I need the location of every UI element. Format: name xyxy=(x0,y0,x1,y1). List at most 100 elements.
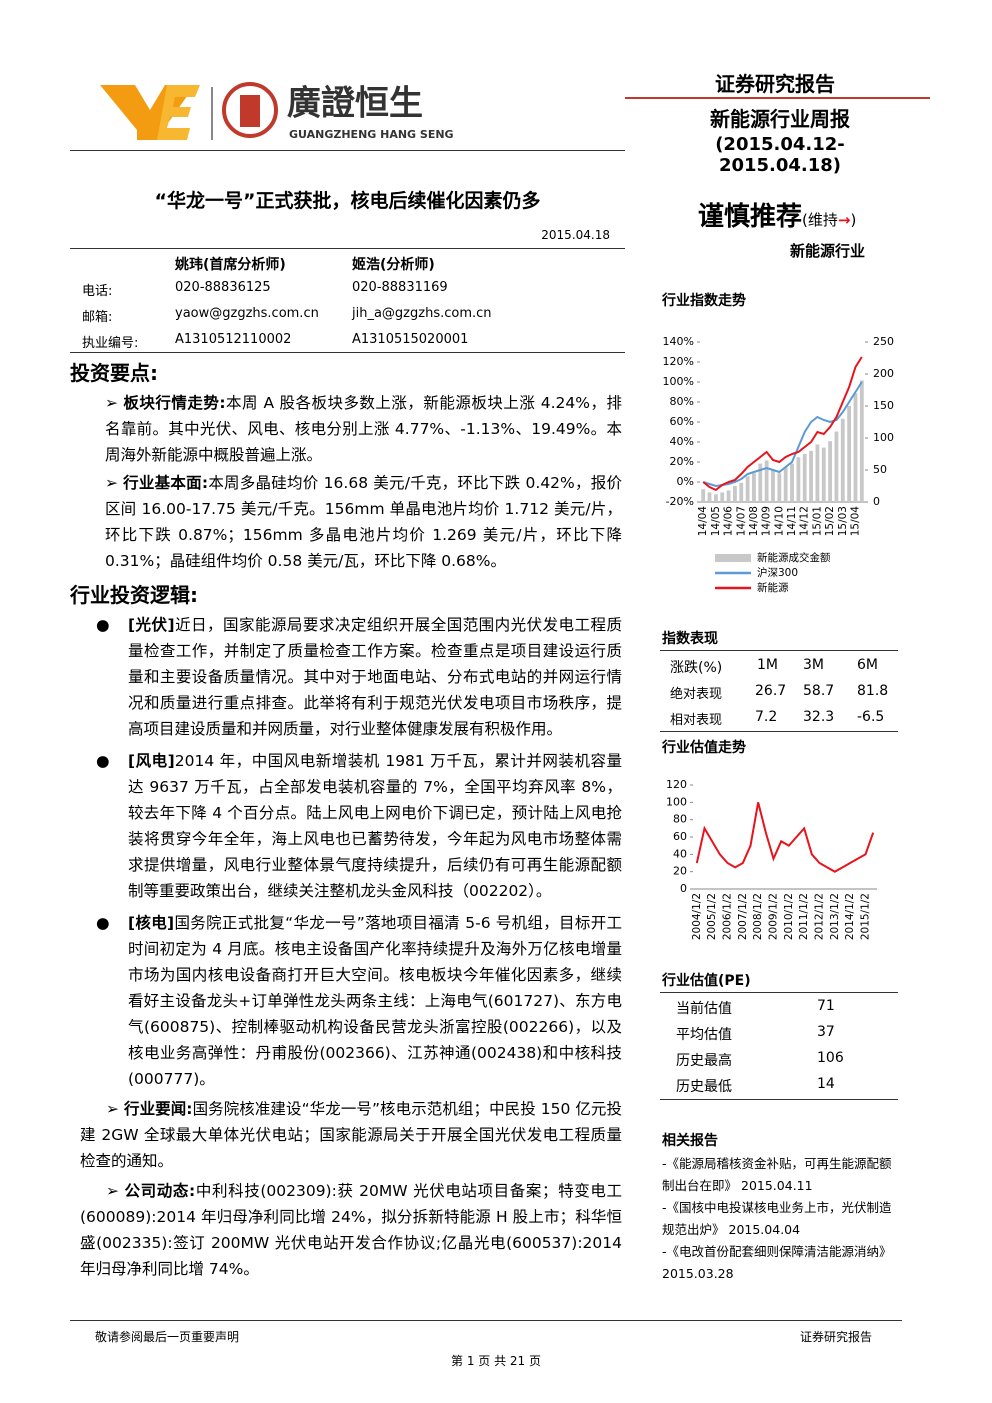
bar xyxy=(834,431,839,502)
y-tick-label: 60 xyxy=(673,830,687,843)
sector: 新能源行业 xyxy=(790,242,866,260)
related-title: 相关报告 xyxy=(662,1133,718,1149)
cell: 7.2 xyxy=(755,709,778,725)
cell: 020-88831169 xyxy=(352,280,448,295)
cell: 106 xyxy=(817,1050,844,1066)
related-text: -《电改首份配套细则保障清洁能源消纳》 xyxy=(662,1244,892,1259)
y-tick-label: 0% xyxy=(677,475,694,488)
bar xyxy=(853,393,858,502)
bar xyxy=(726,490,731,502)
cell: 81.8 xyxy=(857,683,889,699)
bar xyxy=(809,450,813,502)
report-type: 证券研究报告 xyxy=(715,72,835,96)
y-tick-label: 120% xyxy=(663,355,694,368)
x-tick-label: 14/12 xyxy=(799,506,811,536)
related-item: -《电改首份配套细则保障清洁能源消纳》 2015.03.28 xyxy=(662,1241,894,1285)
cell: A1310512110002 xyxy=(175,332,292,347)
bar xyxy=(828,441,832,502)
rule xyxy=(70,1320,902,1321)
point-text: 本周多晶硅均价 16.68 美元/千克，环比下跌 0.42%，报价区间 16.0… xyxy=(105,474,622,570)
cell: 14 xyxy=(817,1076,835,1092)
legend-label: 沪深300 xyxy=(757,566,798,579)
report-name: 新能源行业周报 xyxy=(710,107,850,131)
logo-emblem xyxy=(240,95,260,127)
chart-title: 行业指数走势 xyxy=(662,293,746,309)
y2-tick-label: 0 xyxy=(873,495,880,508)
logic-text: 2014 年，中国风电新增装机 1981 万千瓦，累计并网装机容量达 9637 … xyxy=(128,752,622,900)
bar xyxy=(733,486,737,502)
x-tick-label: 2015/1/2 xyxy=(860,893,872,940)
x-tick-label: 14/09 xyxy=(761,506,773,536)
x-tick-label: 2014/1/2 xyxy=(844,893,856,940)
footer-left: 敬请参阅最后一页重要声明 xyxy=(95,1330,240,1344)
x-tick-label: 2008/1/2 xyxy=(752,893,764,940)
cell: A1310515020001 xyxy=(352,332,469,347)
extra-lead: 公司动态: xyxy=(124,1182,196,1200)
bar xyxy=(764,460,769,502)
x-tick-label: 2005/1/2 xyxy=(706,893,718,940)
extra-text: 国务院核准建设“华龙一号”核电示范机组；中民投 150 亿元投建 2GW 全球最… xyxy=(80,1100,623,1170)
point: ➢ 板块行情走势:本周 A 股各板块多数上涨，新能源板块上涨 4.24%，排名靠… xyxy=(105,394,622,464)
cell: jih_a@gzgzhs.com.cn xyxy=(352,306,492,321)
y2-tick-label: 100 xyxy=(873,431,894,444)
extra-text: 中利科技(002309):获 20MW 光伏电站项目备案；特变电工(600089… xyxy=(80,1182,623,1278)
section-heading: 投资要点: xyxy=(70,361,158,385)
bar xyxy=(758,463,763,502)
y-tick-label: 100 xyxy=(666,795,687,808)
logo: 廣證恒生 GUANGZHENG HANG SENG xyxy=(100,82,454,141)
legend-label: 新能源成交金额 xyxy=(757,551,831,564)
x-tick-label: 2010/1/2 xyxy=(783,893,795,940)
point: ➢ 行业基本面:本周多晶硅均价 16.68 美元/千克，环比下跌 0.42%，报… xyxy=(105,474,622,570)
bar xyxy=(796,457,801,502)
logic-item: ● [光伏]近日，国家能源局要求决定组织开展全国范围内光伏发电工程质量检查工作，并… xyxy=(96,616,622,738)
header-cell: 涨跌(%) xyxy=(670,660,723,676)
row-label: 电话: xyxy=(82,284,113,299)
x-tick-label: 14/05 xyxy=(710,506,722,536)
bar xyxy=(720,492,725,502)
related-date: 2015.04.04 xyxy=(728,1222,801,1237)
bar xyxy=(739,482,744,502)
y-tick-label: 60% xyxy=(670,415,694,428)
y-tick-label: 80% xyxy=(670,395,694,408)
related-date: 2015.04.11 xyxy=(741,1178,813,1193)
bar xyxy=(777,473,782,502)
related-item: -《国核中电投谋核电业务上市，光伏制造规范出炉》 2015.04.04 xyxy=(662,1197,894,1241)
cell: 37 xyxy=(817,1024,835,1040)
bar xyxy=(745,476,750,502)
cell: 26.7 xyxy=(755,683,787,699)
table-title: 指数表现 xyxy=(662,631,718,647)
y-tick-label: 20 xyxy=(673,865,687,878)
row-label: 邮箱: xyxy=(82,310,113,325)
x-tick-label: 2006/1/2 xyxy=(722,893,734,940)
x-tick-label: 2012/1/2 xyxy=(814,893,826,940)
related-text: -《能源局稽核资金补贴，可再生能源配额制出台在即》 xyxy=(662,1156,892,1193)
analyst-name: 姬浩(分析师) xyxy=(352,257,435,273)
x-tick-label: 14/06 xyxy=(723,506,735,537)
logic-tag: [风电] xyxy=(128,752,175,770)
cell: yaow@gzgzhs.com.cn xyxy=(175,306,319,321)
report-period: (2015.04.12-2015.04.18) xyxy=(715,134,845,176)
footer-right: 证券研究报告 xyxy=(800,1330,873,1344)
y-tick-label: 40 xyxy=(673,847,687,860)
point-lead: 板块行情走势: xyxy=(123,394,226,412)
doc-title: “华龙一号”正式获批，核电后续催化因素仍多 xyxy=(154,190,541,212)
row-label: 历史最低 xyxy=(676,1079,732,1095)
rating-note: ) xyxy=(850,211,857,229)
y2-tick-label: 50 xyxy=(873,463,887,476)
row-label: 执业编号: xyxy=(82,336,139,351)
extra-lead: 行业要闻: xyxy=(124,1100,193,1118)
cell: 71 xyxy=(817,998,835,1014)
x-tick-label: 15/01 xyxy=(811,506,823,536)
cell: 32.3 xyxy=(803,709,835,725)
line xyxy=(695,802,875,873)
x-tick-label: 2011/1/2 xyxy=(798,893,810,940)
x-tick-label: 2007/1/2 xyxy=(737,893,749,940)
y-tick-label: 0 xyxy=(680,882,687,895)
x-tick-label: 15/03 xyxy=(837,506,849,536)
y-tick-label: 40% xyxy=(670,435,694,448)
related-date: 2015.03.28 xyxy=(662,1266,734,1281)
chart-title: 行业估值走势 xyxy=(662,740,746,756)
y2-tick-label: 150 xyxy=(873,399,894,412)
